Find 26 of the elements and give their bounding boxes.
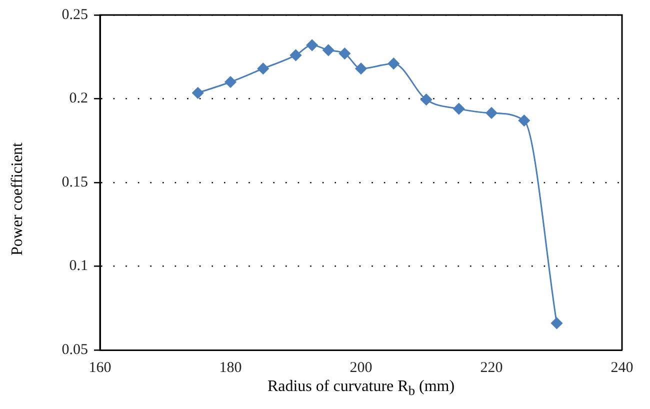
point: [338, 48, 350, 60]
point: [486, 107, 498, 119]
x-tick-label: 180: [219, 360, 242, 376]
point: [420, 94, 432, 106]
y-tick-label: 0.25: [62, 6, 88, 23]
x-tick-label: 220: [480, 360, 503, 376]
x-axis-title: Radius of curvature R$_{b}$ (mm): [266, 378, 456, 400]
point: [518, 114, 530, 126]
x-tick-label: 160: [88, 360, 112, 376]
point: [551, 317, 562, 329]
y-tick-label: 0.2: [69, 90, 88, 107]
point: [257, 62, 269, 74]
y-tick-label: 0.1: [69, 258, 88, 274]
point: [192, 87, 204, 99]
point: [306, 39, 318, 51]
point: [388, 58, 400, 70]
point: [224, 76, 236, 88]
point: [453, 103, 465, 115]
x-tick-label: 240: [610, 360, 634, 376]
y-tick-label: 0.05: [62, 342, 88, 358]
point: [290, 49, 302, 61]
point: [322, 44, 334, 56]
x-tick-label: 200: [350, 360, 372, 376]
y-tick-label: 0.15: [62, 174, 88, 190]
point: [355, 62, 367, 74]
y-axis-title: Power coefficient: [9, 142, 27, 258]
